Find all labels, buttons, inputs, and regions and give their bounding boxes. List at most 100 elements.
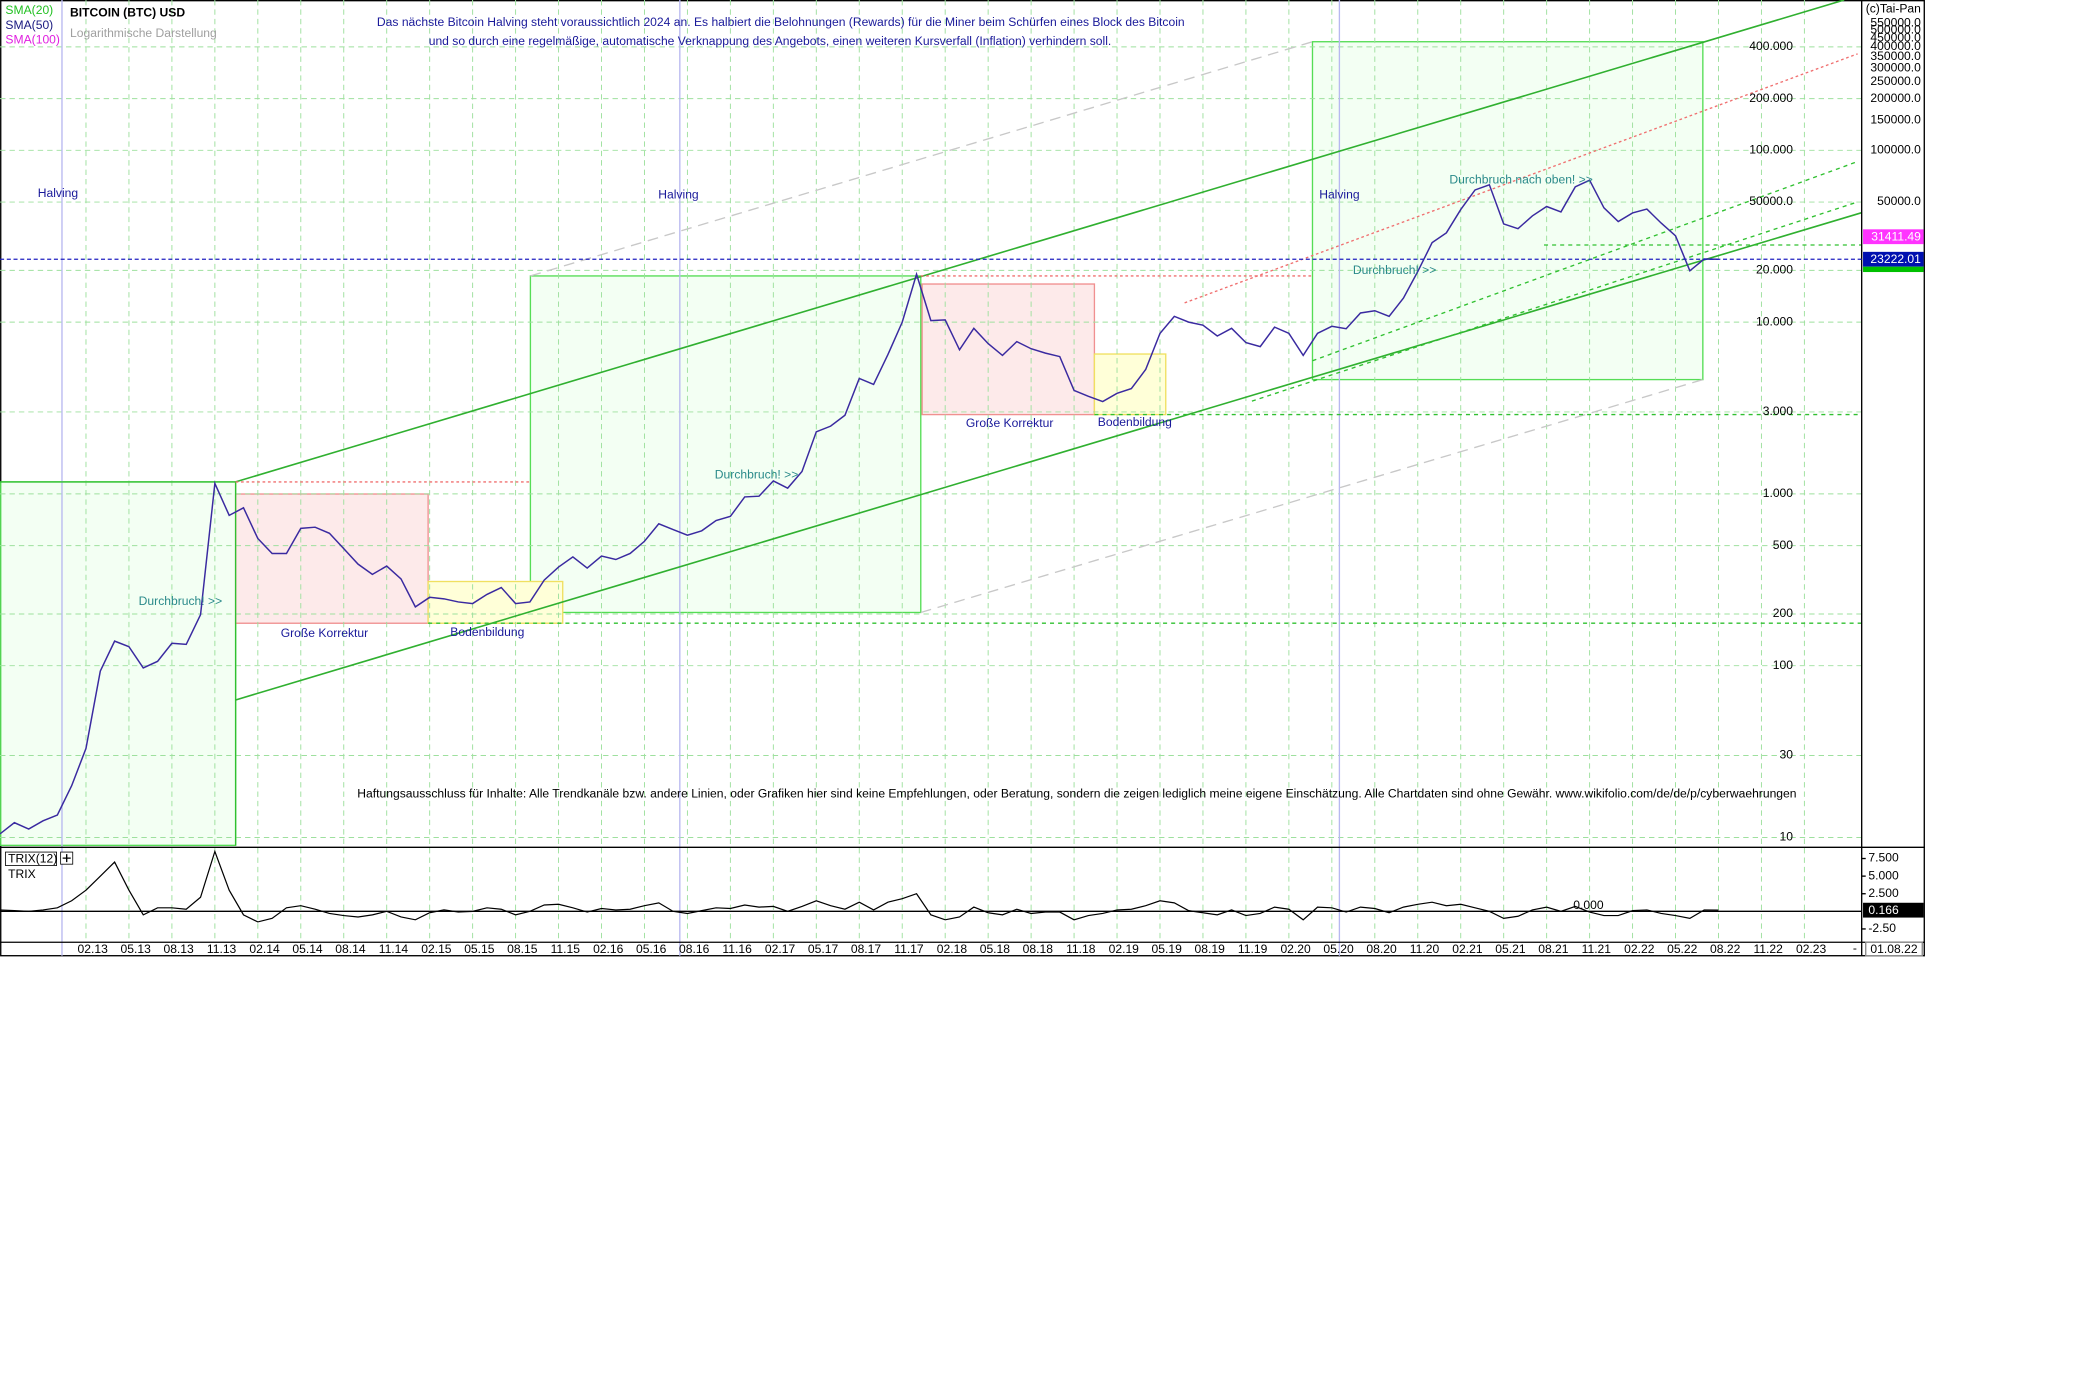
data: 31411.49 23222.01 <box>0 179 1924 930</box>
x-tick-label: 11.19 <box>1238 942 1268 956</box>
annotation: Durchbruch! >> <box>139 594 222 608</box>
price-marker-label: 31411.49 <box>1871 230 1921 244</box>
green-box <box>1311 41 1704 381</box>
trix-marker <box>1863 902 1924 918</box>
y-tick-label: 300000.0 <box>1870 61 1921 75</box>
annotation: Große Korrektur <box>966 416 1053 430</box>
x-tick-label: 08.17 <box>851 942 882 956</box>
y-tick-label: 200000.0 <box>1870 91 1921 105</box>
x-tick-label: 08.13 <box>163 942 194 956</box>
chart-title: BITCOIN (BTC) USD <box>70 6 185 20</box>
green-dashed <box>1251 201 1858 402</box>
y-tick-label: 400.000 <box>1749 39 1793 53</box>
x-tick-label: 05.21 <box>1495 942 1526 956</box>
channel-line <box>235 0 1845 483</box>
y-tick-label: 450000.0 <box>1870 30 1921 44</box>
annotation: Bodenbildung <box>1098 415 1172 429</box>
y-tick-label: 150000.0 <box>1870 112 1921 126</box>
plus-icon <box>62 854 71 863</box>
x-tick-label: 08.18 <box>1023 942 1054 956</box>
x-tick-label: 02.15 <box>421 942 452 956</box>
bottom-box <box>427 580 564 624</box>
y-tick-label: 250000.0 <box>1870 74 1921 88</box>
x-tick-label: 08.19 <box>1195 942 1226 956</box>
date-box <box>1865 941 1923 957</box>
x-tick-label: 02.23 <box>1796 942 1827 956</box>
x-tick-label: 02.18 <box>937 942 968 956</box>
x-tick-label: 08.15 <box>507 942 538 956</box>
y-tick-label: 500000.0 <box>1870 22 1921 36</box>
x-tick-label: 05.13 <box>121 942 152 956</box>
y-tick-label: 550000.0 <box>1870 15 1921 29</box>
x-tick-label: 11.14 <box>379 942 409 956</box>
trix-tick-label: 2.500 <box>1868 886 1899 900</box>
y-tick-label: 30 <box>1780 748 1794 762</box>
x-tick-label: 08.22 <box>1710 942 1741 956</box>
x-tick-label: 02.22 <box>1624 942 1655 956</box>
dashed-line <box>530 41 1313 277</box>
y-tick-label: 20.000 <box>1756 263 1793 277</box>
drawings <box>0 41 1704 847</box>
y-tick-label: 50000.0 <box>1749 194 1793 208</box>
legend-entry: SMA(100) <box>5 33 60 47</box>
x-tick-label: 02.13 <box>78 942 109 956</box>
x-tick-label: 11.15 <box>551 942 581 956</box>
x-tick-label: 11.18 <box>1066 942 1096 956</box>
x-tick-label: 05.18 <box>980 942 1011 956</box>
y-tick-label: 100 <box>1773 658 1793 672</box>
y-tick-label: 10.000 <box>1756 314 1793 328</box>
annotation: Durchbruch! >> <box>1353 263 1436 277</box>
x-tick-label: 02.19 <box>1109 942 1140 956</box>
trix-label: TRIX(12) <box>8 852 57 866</box>
labels: BITCOIN (BTC) USD Logarithmische Darstel… <box>5 2 1923 957</box>
price-line <box>0 179 1719 835</box>
x-tick-label: 02.20 <box>1280 942 1311 956</box>
y-tick-label: 200 <box>1773 606 1793 620</box>
x-tick-label: 08.16 <box>679 942 710 956</box>
x-tick-label: 08.14 <box>335 942 366 956</box>
x-tick-label: 11.22 <box>1753 942 1783 956</box>
y-tick-label: 10 <box>1780 830 1794 844</box>
red-dotted <box>1184 53 1858 304</box>
x-tick-label: 08.20 <box>1366 942 1397 956</box>
x-tick-label: 05.19 <box>1152 942 1183 956</box>
y-tick-label: 1.000 <box>1763 486 1794 500</box>
trix-tick-label: 0.000 <box>1573 898 1604 912</box>
x-tick-label: 05.16 <box>636 942 667 956</box>
price-marker <box>1863 229 1924 245</box>
x-axis-end: - <box>1853 941 1857 955</box>
disclaimer: Haftungsausschluss für Inhalte: Alle Tre… <box>357 786 1796 800</box>
chart-subtitle: Logarithmische Darstellung <box>70 26 217 40</box>
trix-tick-label: 7.500 <box>1868 851 1899 865</box>
x-tick-label: 08.21 <box>1538 942 1569 956</box>
y-tick-label: 400000.0 <box>1870 39 1921 53</box>
legend-entry: SMA(50) <box>5 18 53 32</box>
y-tick-label: 100.000 <box>1749 143 1793 157</box>
annotation: Durchbruch nach oben! >> <box>1449 173 1592 187</box>
trix-tick-label: 5.000 <box>1868 868 1899 882</box>
x-tick-label: 11.21 <box>1582 942 1612 956</box>
annotation: Große Korrektur <box>281 626 368 640</box>
date-label: 01.08.22 <box>1870 942 1917 956</box>
correction-box <box>234 493 429 624</box>
x-tick-label: 11.20 <box>1410 942 1440 956</box>
price-marker <box>1863 251 1924 267</box>
annotation: Halving <box>658 187 698 201</box>
x-tick-label: 11.16 <box>722 942 752 956</box>
y-tick-label: 50000.0 <box>1877 194 1921 208</box>
x-tick-label: 02.17 <box>765 942 796 956</box>
x-tick-label: 05.14 <box>292 942 323 956</box>
trix-tick-label: -2.50 <box>1868 921 1896 935</box>
x-tick-label: 11.17 <box>894 942 924 956</box>
trix-marker-label: 0.166 <box>1868 903 1899 917</box>
green-box <box>529 275 922 614</box>
note-line: Das nächste Bitcoin Halving steht voraus… <box>377 15 1185 29</box>
x-tick-label: 05.22 <box>1667 942 1698 956</box>
green-box <box>0 481 237 847</box>
x-tick-label: 05.15 <box>464 942 495 956</box>
x-tick-label: 02.16 <box>593 942 624 956</box>
copyright: (c)Tai-Pan <box>1866 2 1921 16</box>
annotation: Halving <box>1319 187 1359 201</box>
price-marker-bar <box>1863 266 1924 273</box>
